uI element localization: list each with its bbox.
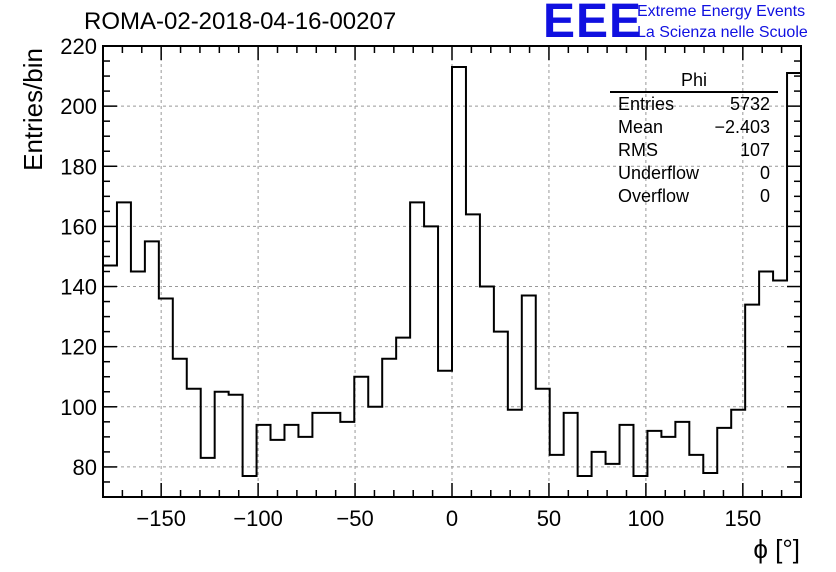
y-tick-label: 200 <box>60 94 97 119</box>
histogram-bin <box>424 226 438 497</box>
histogram-bin <box>759 272 773 498</box>
stats-label: RMS <box>618 140 658 160</box>
x-axis-title: ϕ [°] <box>753 534 800 564</box>
histogram-bin <box>298 437 312 497</box>
histogram-bin <box>271 440 285 497</box>
y-tick-labels: 80 100 120 140 160 180 200 220 <box>60 34 97 480</box>
histogram-bin <box>117 202 131 497</box>
y-tick-label: 220 <box>60 34 97 59</box>
histogram-bin <box>173 359 187 497</box>
y-tick-label: 100 <box>60 395 97 420</box>
plot-frame <box>102 45 802 498</box>
histogram-bin <box>452 67 466 497</box>
x-tick-label: 0 <box>446 506 458 531</box>
histogram-bin <box>536 389 550 497</box>
histogram-bin <box>229 395 243 497</box>
histogram-bin <box>689 455 703 497</box>
histogram-bin <box>326 413 340 497</box>
histogram-outline <box>103 66 801 477</box>
x-tick-label: −150 <box>136 506 186 531</box>
y-tick-label: 160 <box>60 214 97 239</box>
histogram-bin <box>312 413 326 497</box>
y-axis-title: Entries/bin <box>18 48 48 171</box>
histogram-bin <box>647 431 661 497</box>
histogram-bin <box>675 422 689 497</box>
y-tick-label: 120 <box>60 335 97 360</box>
x-tick-label: 150 <box>724 506 761 531</box>
histogram-bin <box>745 305 759 497</box>
histogram-bin <box>340 422 354 497</box>
stats-label: Overflow <box>618 186 690 206</box>
logo-line-2: La Scienza nelle Scuole <box>637 24 808 41</box>
histogram-bin <box>215 392 229 497</box>
x-tick-label: −100 <box>233 506 283 531</box>
histogram-bin <box>131 272 145 498</box>
stats-value: 0 <box>759 163 770 183</box>
stats-box: Phi Entries 5732 Mean −2.403 RMS 107 Underflow… <box>610 70 778 208</box>
histogram-bin <box>578 476 592 497</box>
histogram-bin <box>410 202 424 497</box>
histogram-bin <box>354 377 368 497</box>
histogram-bin <box>438 371 452 497</box>
histogram-bin <box>522 296 536 497</box>
histogram-bin <box>187 389 201 497</box>
stats-value: 0 <box>759 186 770 206</box>
histogram-bin <box>564 413 578 497</box>
stats-rows: Entries 5732 Mean −2.403 RMS 107 Underflow 0 Ove… <box>610 93 778 208</box>
histogram-bin <box>201 458 215 497</box>
stats-label: Underflow <box>618 163 700 183</box>
y-tick-label: 80 <box>73 455 97 480</box>
histogram-bin <box>284 425 298 497</box>
stats-row-rms: RMS 107 <box>610 139 778 162</box>
histogram-bin <box>703 473 717 497</box>
histogram-bin <box>480 287 494 497</box>
histogram-bin <box>145 241 159 497</box>
stats-label: Entries <box>618 94 675 114</box>
stats-row-mean: Mean −2.403 <box>610 116 778 139</box>
stats-label: Mean <box>618 117 664 137</box>
histogram-bin <box>382 359 396 497</box>
y-tick-label: 180 <box>60 154 97 179</box>
histogram-bin <box>103 265 117 497</box>
eee-logo: EEE <box>543 0 643 48</box>
x-tick-label: 100 <box>628 506 665 531</box>
stats-value: 5732 <box>729 94 770 114</box>
stats-row-underflow: Underflow 0 <box>610 162 778 185</box>
histogram-series <box>103 66 801 498</box>
stats-row-entries: Entries 5732 <box>610 93 778 116</box>
logo-line-1: Extreme Energy Events <box>637 3 806 20</box>
stats-title: Phi <box>610 70 778 93</box>
histogram-bin <box>508 410 522 497</box>
stats-value: −2.403 <box>714 117 770 137</box>
histogram-bin <box>159 299 173 497</box>
histogram-bin <box>620 425 634 497</box>
stats-row-overflow: Overflow 0 <box>610 185 778 208</box>
histogram-bin <box>717 428 731 497</box>
histogram-bin <box>550 455 564 497</box>
histogram-bin <box>396 338 410 497</box>
stats-value: 107 <box>739 140 770 160</box>
histogram-bin <box>773 281 787 497</box>
x-tick-label: 50 <box>537 506 561 531</box>
x-tick-labels: −150 −100 −50 0 50 100 150 <box>136 506 761 531</box>
histogram-bin <box>661 437 675 497</box>
histogram-bin <box>494 332 508 497</box>
chart-title: ROMA-02-2018-04-16-00207 <box>84 8 397 35</box>
x-tick-label: −50 <box>336 506 373 531</box>
histogram-bin <box>368 407 382 497</box>
y-tick-label: 140 <box>60 275 97 300</box>
histogram-bin <box>466 214 480 497</box>
histogram-bin <box>592 452 606 497</box>
histogram-bin <box>243 476 257 497</box>
